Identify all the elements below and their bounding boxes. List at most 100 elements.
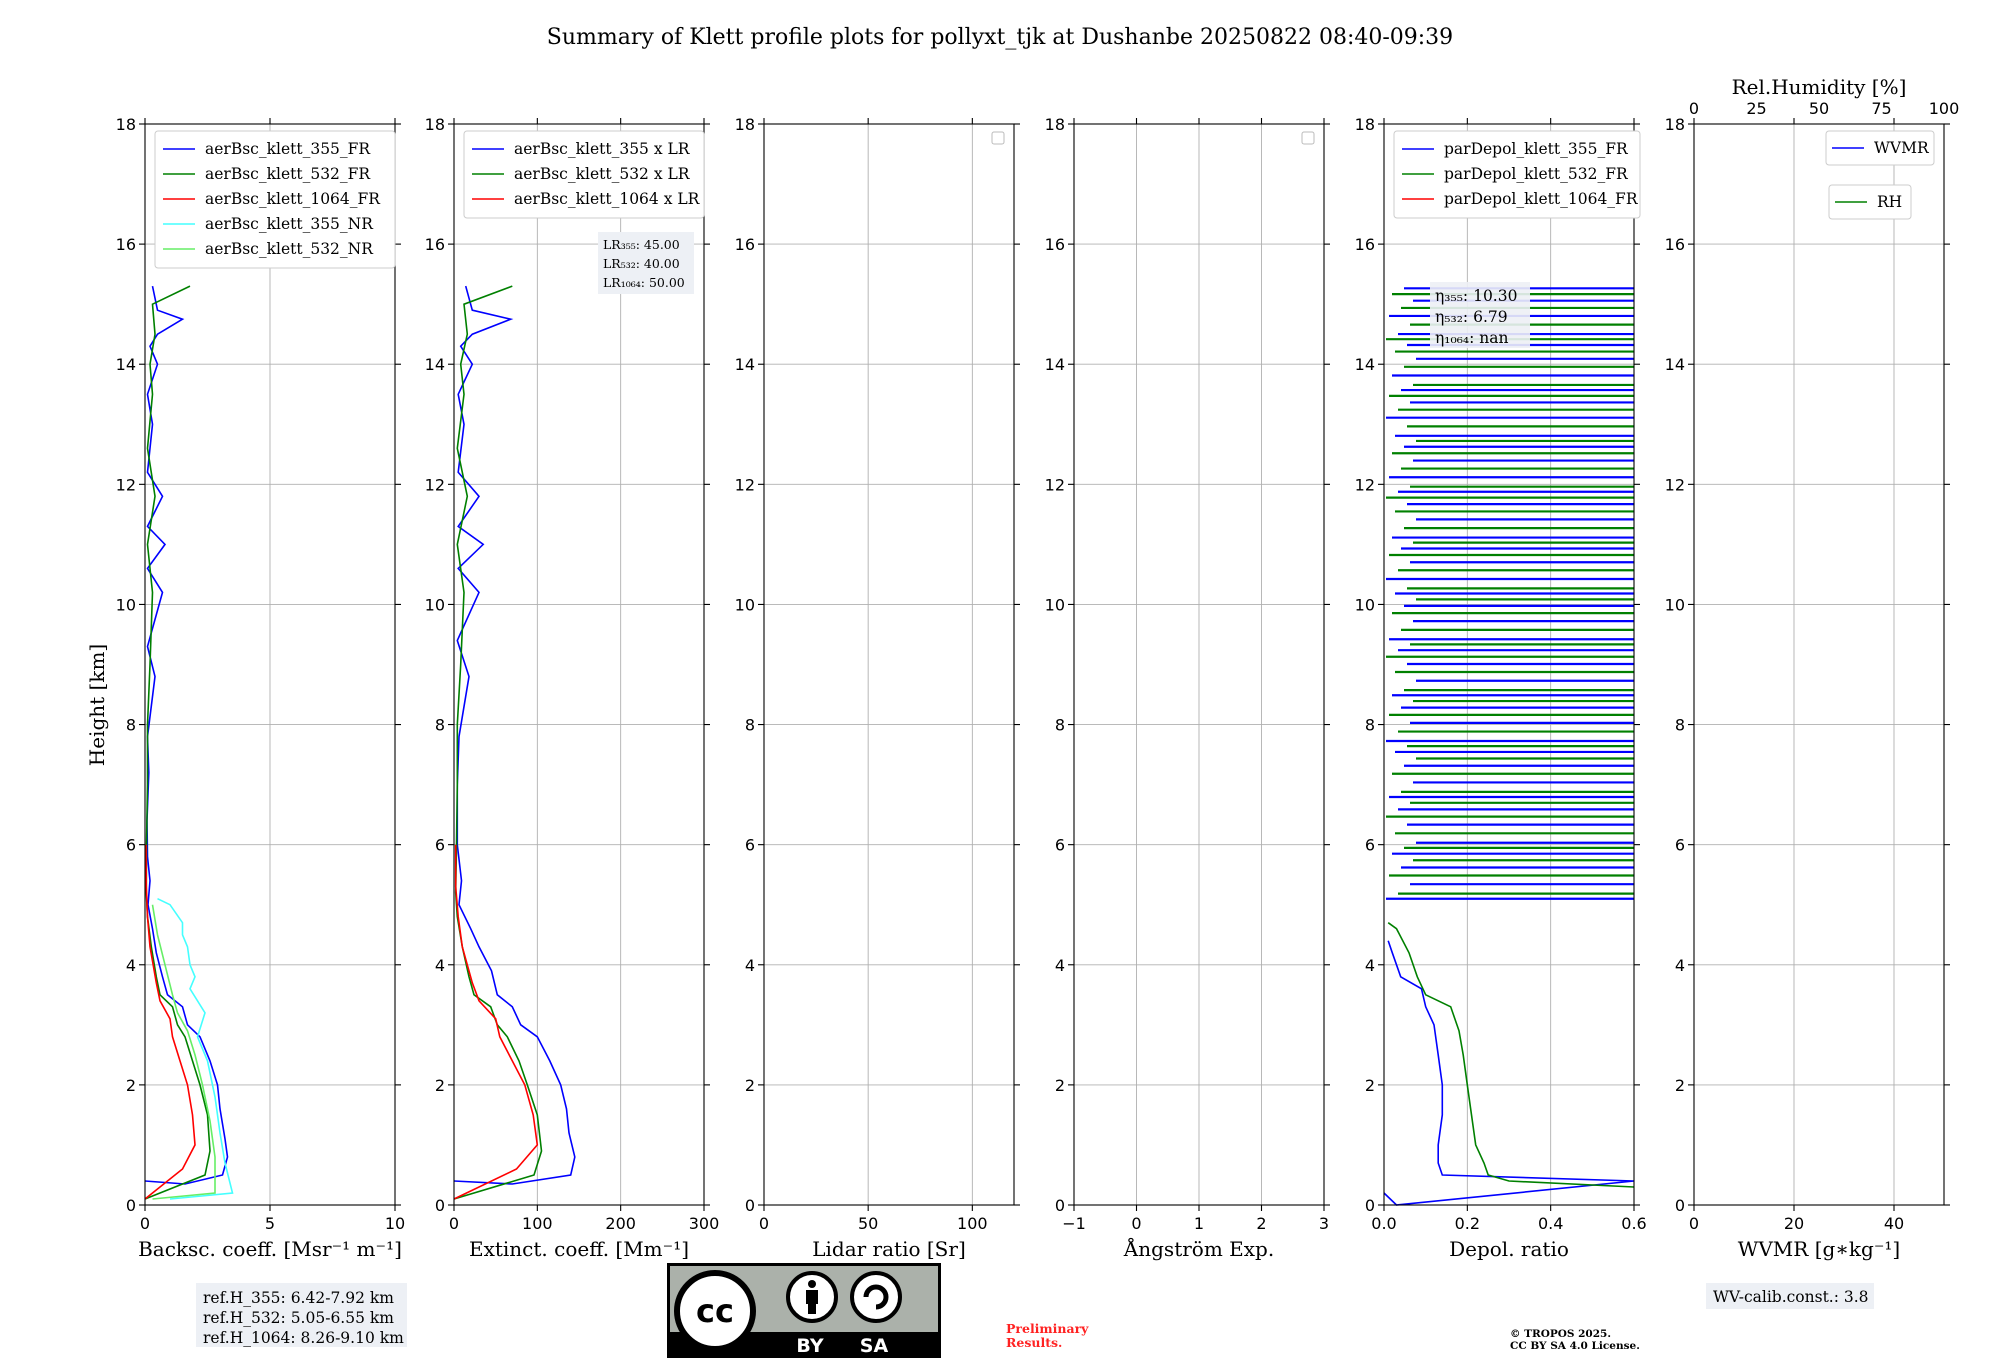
y-tick-label: 18 xyxy=(1355,115,1375,134)
legend-label: WVMR xyxy=(1874,139,1930,157)
eta-label: η₃₅₅: 10.30 xyxy=(1435,287,1517,305)
top-x-tick-label: 25 xyxy=(1746,99,1766,118)
y-tick-label: 10 xyxy=(1355,595,1375,614)
y-tick-label: 16 xyxy=(116,235,136,254)
y-tick-label: 12 xyxy=(1045,475,1065,494)
y-tick-label: 14 xyxy=(735,355,755,374)
y-tick-label: 8 xyxy=(1365,716,1375,735)
lidar-ratio-label: LR₁₀₆₄: 50.00 xyxy=(603,275,685,290)
empty-legend-box xyxy=(1301,131,1315,145)
legend: RH xyxy=(1828,184,1912,220)
y-tick-label: 4 xyxy=(745,956,755,975)
y-tick-label: 16 xyxy=(1355,235,1375,254)
x-tick-label: 2 xyxy=(1256,1214,1266,1233)
legend-label: aerBsc_klett_355_FR xyxy=(205,140,371,158)
x-axis-label: WVMR [g∗kg⁻¹] xyxy=(1738,1237,1900,1261)
x-tick-label: 0 xyxy=(449,1214,459,1233)
axes-frame xyxy=(1383,123,1635,1206)
axes-frame xyxy=(763,123,1015,1206)
legend-label: parDepol_klett_355_FR xyxy=(1444,140,1629,158)
y-tick-label: 4 xyxy=(1055,956,1065,975)
y-tick-label: 6 xyxy=(1365,836,1375,855)
series-line-aerBsc_klett_355_NR xyxy=(157,897,234,1200)
copyright-line-1: © TROPOS 2025. xyxy=(1510,1328,1611,1340)
y-tick-label: 16 xyxy=(425,235,445,254)
axes-frame xyxy=(1693,123,1945,1206)
y-tick-label: 2 xyxy=(1055,1076,1065,1095)
legend-box xyxy=(463,130,705,219)
top-x-tick-label: 100 xyxy=(1929,99,1960,118)
axes-frame xyxy=(453,123,705,1206)
by-label: BY xyxy=(796,1335,823,1357)
legend-label: parDepol_klett_532_FR xyxy=(1444,165,1629,183)
empty-legend-box xyxy=(991,131,1005,145)
y-tick-label: 18 xyxy=(425,115,445,134)
legend-label: aerBsc_klett_355 x LR xyxy=(514,140,691,158)
y-tick-label: 0 xyxy=(745,1196,755,1215)
y-tick-label: 18 xyxy=(1045,115,1065,134)
series-line-aerBsc_klett_532 x LR xyxy=(453,285,543,1200)
x-tick-label: 0 xyxy=(1131,1214,1141,1233)
x-tick-label: 0 xyxy=(759,1214,769,1233)
y-tick-label: 6 xyxy=(745,836,755,855)
legend-label: aerBsc_klett_1064 x LR xyxy=(514,190,701,208)
legend-box xyxy=(1828,184,1912,220)
x-tick-label: 1 xyxy=(1194,1214,1204,1233)
y-tick-label: 4 xyxy=(435,956,445,975)
y-tick-label: 14 xyxy=(1045,355,1065,374)
legend-box xyxy=(1393,130,1641,219)
y-tick-label: 2 xyxy=(1365,1076,1375,1095)
x-tick-label: 40 xyxy=(1884,1214,1904,1233)
x-axis-label: Depol. ratio xyxy=(1449,1237,1569,1261)
series-line-parDepol_klett_532_FR xyxy=(1387,922,1635,1188)
y-tick-label: 2 xyxy=(1675,1076,1685,1095)
y-tick-label: 4 xyxy=(1365,956,1375,975)
copyright-line-2: CC BY SA 4.0 License. xyxy=(1510,1340,1640,1352)
y-tick-label: 12 xyxy=(116,475,136,494)
legend-label: aerBsc_klett_355_NR xyxy=(205,215,374,233)
x-tick-label: 0.0 xyxy=(1371,1214,1396,1233)
y-tick-label: 0 xyxy=(435,1196,445,1215)
legend-label: aerBsc_klett_532_FR xyxy=(205,165,371,183)
series-line-aerBsc_klett_355 x LR xyxy=(453,285,576,1185)
x-axis-label: Extinct. coeff. [Mm⁻¹] xyxy=(469,1237,689,1261)
y-tick-label: 10 xyxy=(425,595,445,614)
figure-title: Summary of Klett profile plots for polly… xyxy=(547,25,1453,50)
x-tick-label: −1 xyxy=(1062,1214,1086,1233)
x-tick-label: 10 xyxy=(385,1214,405,1233)
panel-3: 0 2 4 6 8 10 12 14 16 18 0 50 100 Lidar ratio [Sr] xyxy=(735,115,1020,1261)
y-tick-label: 6 xyxy=(126,836,136,855)
y-tick-label: 0 xyxy=(126,1196,136,1215)
series-line-aerBsc_klett_532_NR xyxy=(151,904,216,1200)
y-axis-label: Height [km] xyxy=(85,644,109,766)
legend-label: aerBsc_klett_532_NR xyxy=(205,240,374,258)
y-tick-label: 8 xyxy=(1675,716,1685,735)
y-tick-label: 2 xyxy=(745,1076,755,1095)
y-tick-label: 14 xyxy=(425,355,445,374)
x-tick-label: 100 xyxy=(522,1214,553,1233)
y-tick-label: 6 xyxy=(435,836,445,855)
x-tick-label: 5 xyxy=(265,1214,275,1233)
y-tick-label: 10 xyxy=(735,595,755,614)
x-axis-label: Ångström Exp. xyxy=(1123,1236,1274,1261)
y-tick-label: 16 xyxy=(1045,235,1065,254)
ref-height-box: ref.H_355: 6.42-7.92 km ref.H_532: 5.05-… xyxy=(196,1283,407,1347)
lidar-ratio-box xyxy=(598,232,694,294)
x-axis-label: Backsc. coeff. [Msr⁻¹ m⁻¹] xyxy=(138,1237,402,1261)
y-tick-label: 12 xyxy=(1665,475,1685,494)
y-tick-label: 14 xyxy=(1665,355,1685,374)
panel-5: 0 2 4 6 8 10 12 14 16 18 0.0 0.2 0.4 0.6 Depol. ratio p… xyxy=(1355,115,1647,1261)
sa-label: SA xyxy=(860,1335,889,1357)
y-tick-label: 2 xyxy=(126,1076,136,1095)
eta-label: η₁₀₆₄: nan xyxy=(1435,329,1509,347)
legend-label: aerBsc_klett_532 x LR xyxy=(514,165,691,183)
y-tick-label: 0 xyxy=(1055,1196,1065,1215)
y-tick-label: 4 xyxy=(1675,956,1685,975)
ref-height-1064: ref.H_1064: 8.26-9.10 km xyxy=(203,1329,404,1347)
preliminary-line-2: Results. xyxy=(1006,1335,1062,1350)
y-tick-label: 2 xyxy=(435,1076,445,1095)
legend: aerBsc_klett_355 x LR aerBsc_klett_532 x … xyxy=(463,130,705,219)
y-tick-label: 18 xyxy=(116,115,136,134)
top-x-tick-label: 0 xyxy=(1689,99,1699,118)
